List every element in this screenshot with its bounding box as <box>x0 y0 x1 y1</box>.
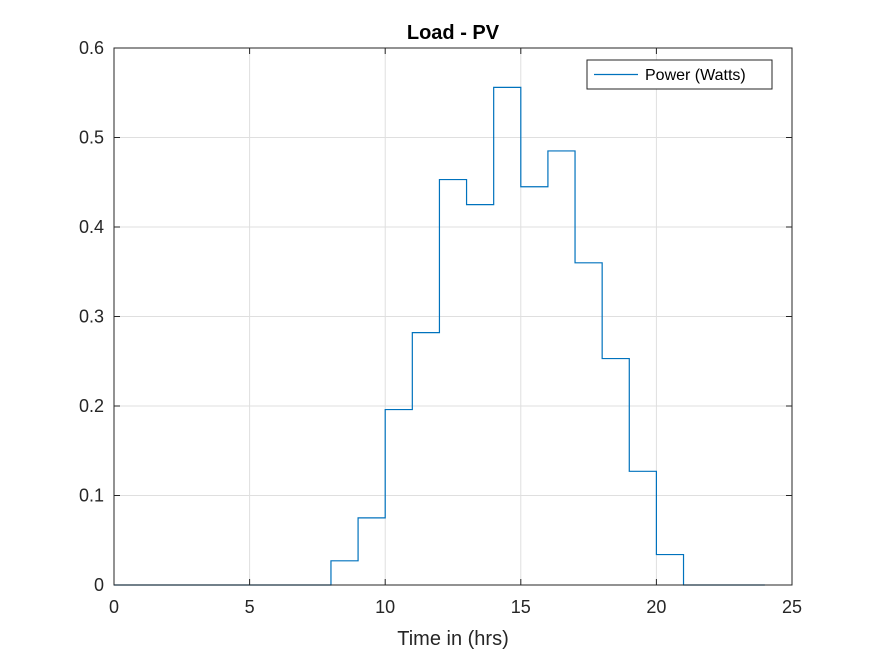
x-tick-label: 10 <box>375 597 395 617</box>
x-tick-label: 20 <box>646 597 666 617</box>
y-tick-label: 0.3 <box>79 307 104 327</box>
x-tick-label: 25 <box>782 597 802 617</box>
y-tick-label: 0.4 <box>79 217 104 237</box>
y-tick-label: 0.6 <box>79 38 104 58</box>
x-tick-label: 15 <box>511 597 531 617</box>
x-tick-label: 5 <box>245 597 255 617</box>
x-tick-label: 0 <box>109 597 119 617</box>
x-axis-label: Time in (hrs) <box>397 628 508 650</box>
y-tick-label: 0.1 <box>79 486 104 506</box>
y-tick-label: 0.2 <box>79 396 104 416</box>
y-tick-label: 0.5 <box>79 128 104 148</box>
y-tick-label: 0 <box>94 575 104 595</box>
legend-label: Power (Watts) <box>645 67 746 84</box>
legend: Power (Watts) <box>586 59 773 90</box>
x-axis-ticks: 0 5 10 15 20 25 <box>109 48 802 617</box>
y-axis-ticks: 0 0.1 0.2 0.3 0.4 0.5 0.6 <box>79 38 792 595</box>
chart-title: Load - PV <box>407 22 500 44</box>
